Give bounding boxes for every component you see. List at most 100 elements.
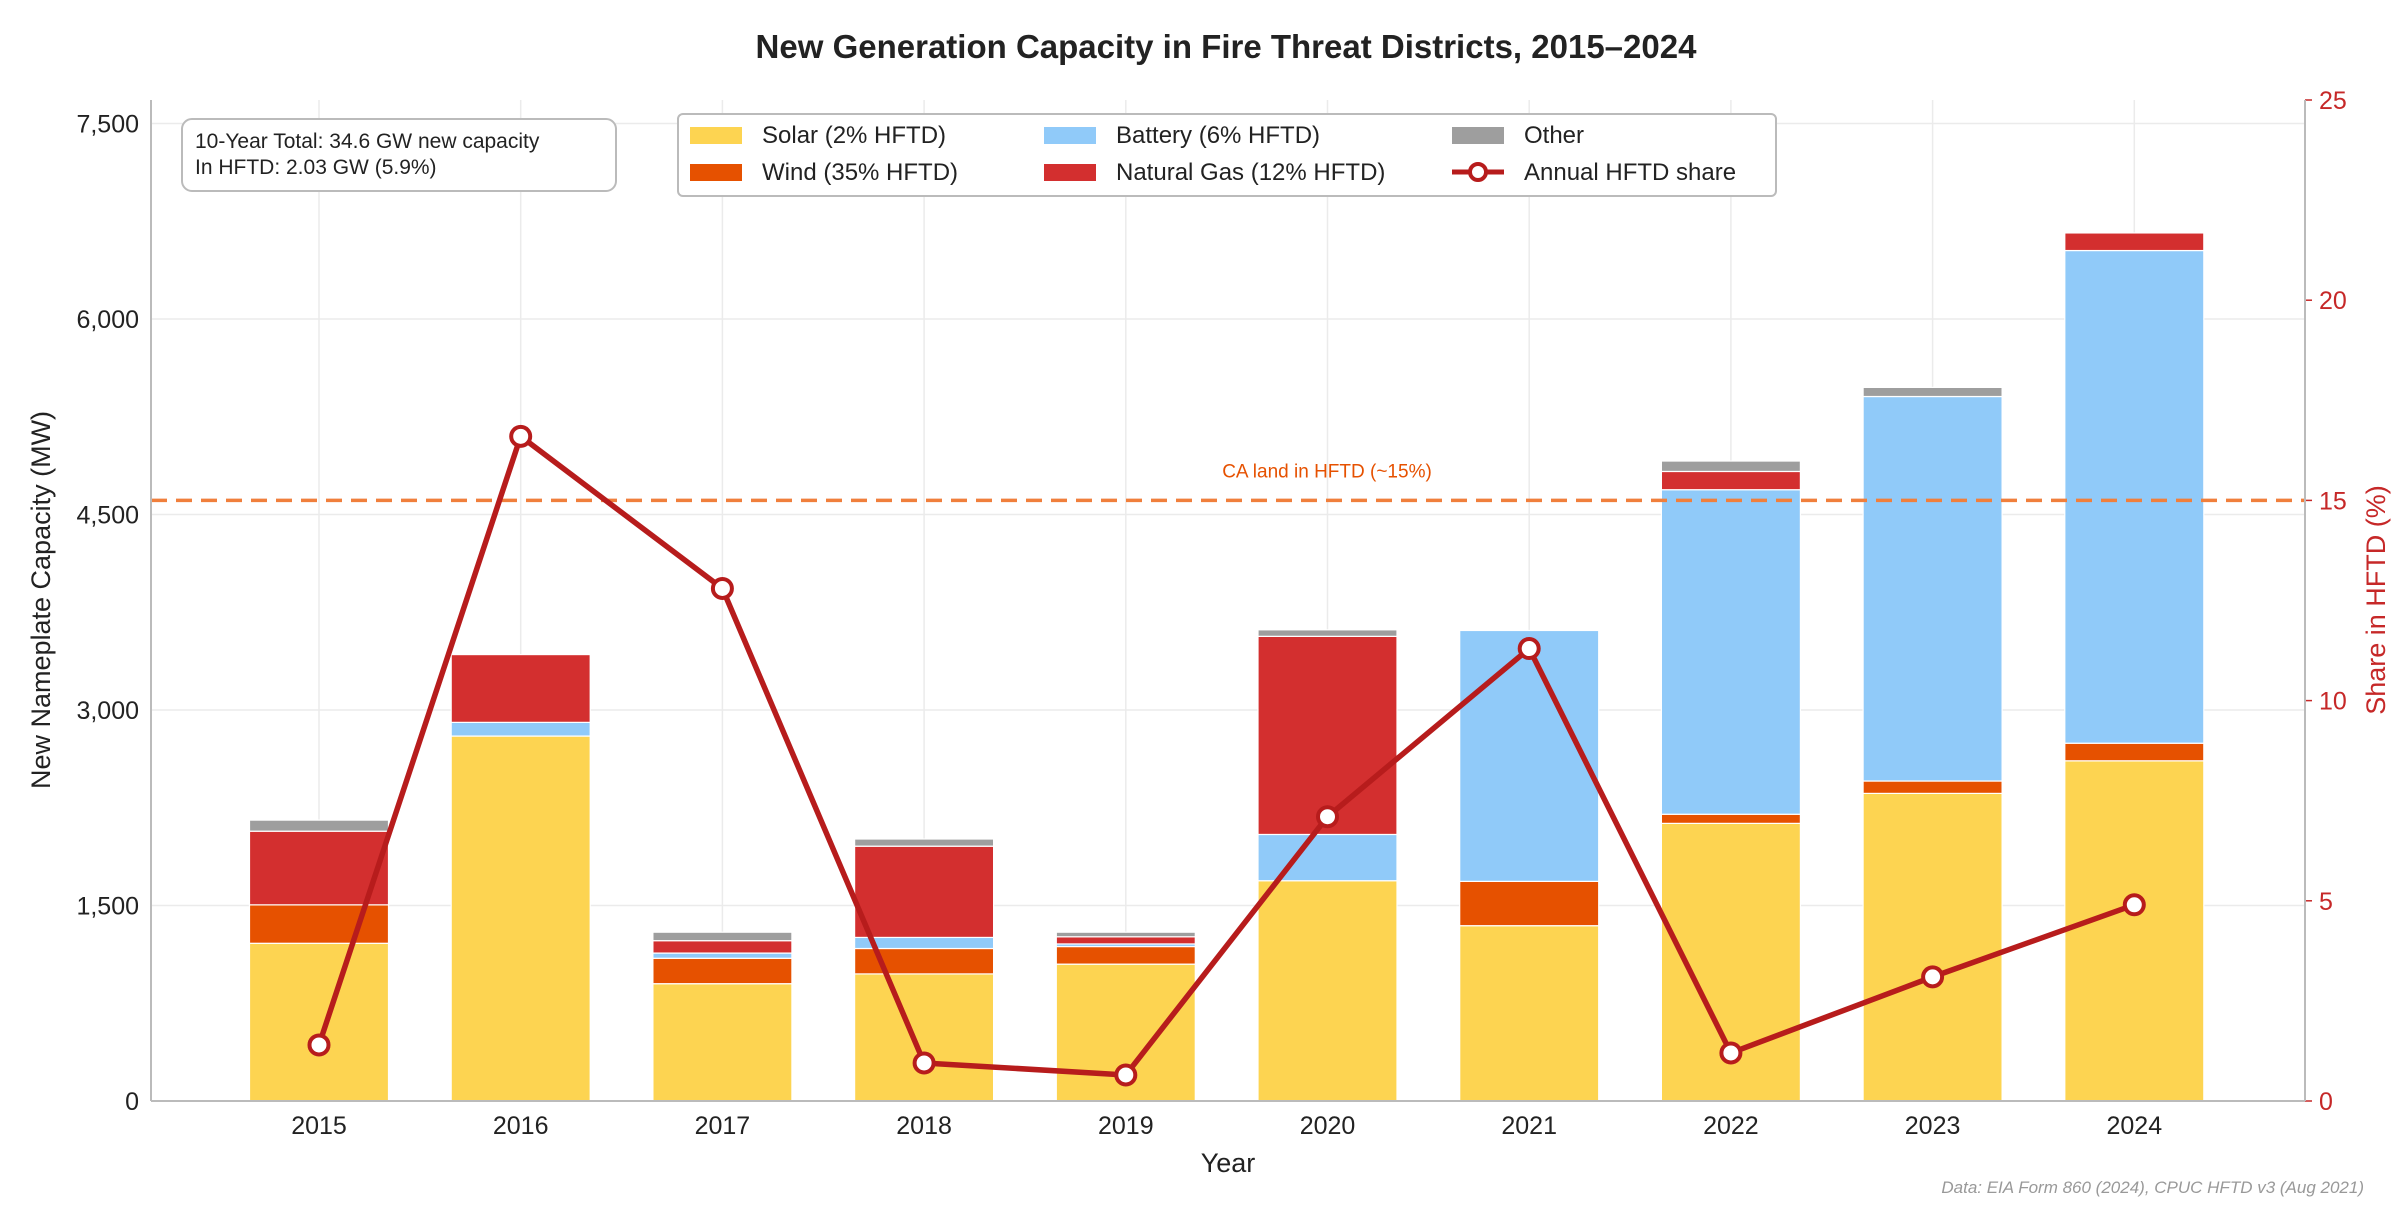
- bar-solar-2020: [1257, 880, 1398, 1102]
- bars: [248, 232, 2205, 1102]
- y-right-tick-label: 0: [2319, 1088, 2333, 1116]
- hftd-share-point: [2122, 893, 2146, 917]
- y-right-tick-label: 20: [2319, 287, 2347, 315]
- legend-label: Natural Gas (12% HFTD): [1116, 159, 1385, 186]
- legend-item: Wind (35% HFTD): [690, 159, 958, 186]
- x-tick-label: 2019: [1098, 1112, 1154, 1140]
- hftd-share-point: [710, 576, 734, 600]
- bar-solar-2015: [248, 942, 390, 1102]
- annotation-line-1: 10-Year Total: 34.6 GW new capacity: [195, 130, 540, 153]
- legend-swatch: [690, 164, 742, 181]
- bar-other-2017: [652, 931, 793, 942]
- legend-label: Annual HFTD share: [1524, 159, 1736, 186]
- bar-solar-2024: [2064, 760, 2205, 1102]
- bar-other-2019: [1055, 931, 1196, 938]
- x-tick-label: 2015: [291, 1112, 347, 1140]
- bar-solar-2023: [1862, 792, 2003, 1102]
- hftd-share-point: [912, 1051, 936, 1075]
- legend-label: Solar (2% HFTD): [762, 122, 946, 149]
- annotation-box: 10-Year Total: 34.6 GW new capacity In H…: [181, 118, 617, 192]
- bar-wind-2023: [1862, 780, 2003, 795]
- x-tick-label: 2020: [1300, 1112, 1356, 1140]
- bar-natural-2016: [450, 653, 591, 723]
- bar-wind-2021: [1459, 880, 1600, 927]
- bar-solar-2018: [853, 973, 995, 1102]
- y-tick-label: 7,500: [76, 110, 139, 138]
- x-axis-label: Year: [1201, 1148, 1256, 1178]
- bar-natural-2019: [1055, 936, 1196, 945]
- bar-battery-2021: [1459, 629, 1600, 882]
- hftd-share-line: [307, 424, 2146, 1087]
- bar-natural-2022: [1660, 470, 1802, 491]
- x-tick-label: 2022: [1703, 1112, 1759, 1140]
- reference-line-label: CA land in HFTD (~15%): [1222, 461, 1432, 482]
- bar-solar-2017: [652, 983, 793, 1102]
- bar-battery-2016: [450, 721, 591, 737]
- bar-battery-2023: [1862, 395, 2003, 782]
- bar-wind-2015: [248, 904, 390, 944]
- y-right-tick-label: 15: [2319, 487, 2347, 515]
- legend-swatch: [1044, 127, 1096, 144]
- bar-other-2023: [1862, 386, 2003, 398]
- y-axis-label: New Nameplate Capacity (MW): [26, 411, 56, 789]
- legend-item: Solar (2% HFTD): [690, 122, 946, 149]
- x-tick-label: 2018: [896, 1112, 952, 1140]
- bar-wind-2019: [1055, 945, 1196, 965]
- legend-swatch: [1044, 164, 1096, 181]
- hftd-share-point: [1114, 1063, 1138, 1087]
- bar-solar-2021: [1459, 925, 1600, 1102]
- reference-line: CA land in HFTD (~15%): [151, 461, 2305, 503]
- y-right-tick-label: 25: [2319, 87, 2347, 115]
- bar-natural-2015: [248, 830, 390, 906]
- x-tick-label: 2016: [493, 1112, 549, 1140]
- bar-natural-2017: [652, 940, 793, 954]
- legend-swatch: [690, 127, 742, 144]
- axes: 0 1,500 3,000 4,500 6,000 7,500 0 5 10 15 20 25 2015…: [76, 87, 2346, 1140]
- legend-item: Annual HFTD share: [1452, 159, 1736, 186]
- source-note: Data: EIA Form 860 (2024), CPUC HFTD v3 …: [1941, 1178, 2364, 1197]
- bar-battery-2022: [1660, 489, 1802, 815]
- bar-solar-2016: [450, 735, 591, 1102]
- hftd-share-point: [509, 424, 533, 448]
- bar-battery-2017: [652, 952, 793, 959]
- bar-other-2022: [1660, 460, 1802, 473]
- legend-label: Battery (6% HFTD): [1116, 122, 1320, 149]
- hftd-share-point: [1316, 805, 1339, 829]
- chart-title: New Generation Capacity in Fire Threat D…: [756, 28, 1698, 65]
- legend-item: Other: [1452, 122, 1584, 149]
- bar-natural-2020: [1257, 635, 1398, 836]
- x-tick-label: 2023: [1905, 1112, 1961, 1140]
- legend-marker: [1468, 162, 1488, 182]
- bar-other-2018: [853, 838, 995, 847]
- bar-natural-2024: [2064, 232, 2205, 252]
- x-tick-label: 2021: [1501, 1112, 1557, 1140]
- bar-wind-2017: [652, 957, 793, 985]
- bar-battery-2020: [1257, 833, 1398, 882]
- legend-label: Wind (35% HFTD): [762, 159, 958, 186]
- hftd-share-point: [1719, 1041, 1743, 1065]
- hftd-share-polyline: [316, 433, 2136, 1078]
- y-tick-label: 1,500: [76, 892, 139, 920]
- bar-other-2020: [1257, 629, 1398, 637]
- bar-battery-2024: [2064, 249, 2205, 744]
- x-tick-label: 2017: [695, 1112, 751, 1140]
- y-right-tick-label: 10: [2319, 688, 2347, 716]
- legend-item: Battery (6% HFTD): [1044, 122, 1320, 149]
- y-tick-label: 3,000: [76, 697, 139, 725]
- legend-label: Other: [1524, 122, 1584, 149]
- y-right-tick-label: 5: [2319, 888, 2333, 916]
- y-tick-label: 6,000: [76, 306, 139, 334]
- legend: Solar (2% HFTD) Wind (35% HFTD) Battery (6…: [677, 113, 1777, 197]
- annotation-line-2: In HFTD: 2.03 GW (5.9%): [195, 156, 437, 179]
- legend-swatch: [1452, 127, 1504, 144]
- hftd-share-point: [1921, 965, 1945, 989]
- hftd-share-point: [307, 1033, 331, 1057]
- bar-wind-2024: [2064, 742, 2205, 762]
- bar-wind-2022: [1660, 813, 1802, 824]
- legend-item: Natural Gas (12% HFTD): [1044, 159, 1385, 186]
- y-axis-right-label: Share in HFTD (%): [2361, 485, 2391, 715]
- x-tick-label: 2024: [2106, 1112, 2162, 1140]
- y-tick-label: 0: [125, 1088, 139, 1116]
- bar-natural-2018: [853, 845, 995, 939]
